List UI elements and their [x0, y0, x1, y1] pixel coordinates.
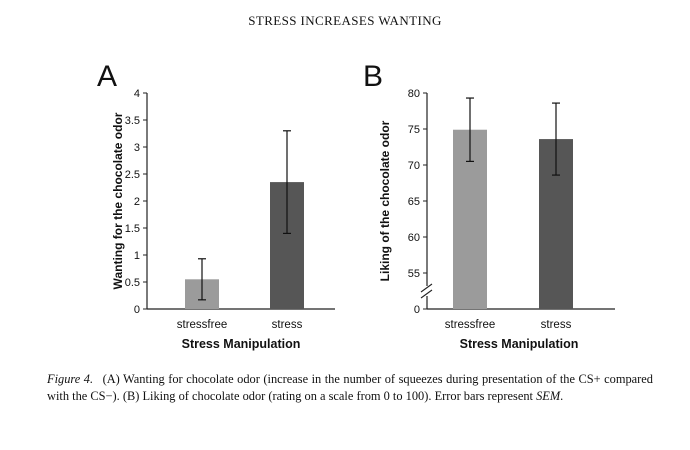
caption-end: .: [560, 388, 564, 403]
panel-b-y-axis-title: Liking of the chocolate odor: [378, 120, 392, 281]
panel-a-y-tick-label: 1.5: [125, 223, 140, 235]
running-title: STRESS INCREASES WANTING: [248, 13, 442, 28]
panel-b-x-axis-title: Stress Manipulation: [460, 337, 579, 351]
panel-a-y-axis-title: Wanting for the chocolate odor: [111, 112, 125, 289]
panel-a-category-label: stressfree: [177, 319, 228, 331]
panel-b-axis-break-mark: [420, 289, 433, 299]
panel-a-x-axis-title: Stress Manipulation: [182, 337, 301, 351]
caption-text: (A) Wanting for chocolate odor (increase…: [47, 372, 653, 403]
panel-b-axis-break-mark: [420, 283, 433, 293]
panel-a-y-tick-label: 3: [134, 142, 140, 154]
panel-b-category-label: stressfree: [445, 319, 496, 331]
figure-label: Figure 4.: [47, 372, 94, 386]
panel-b-y-tick-label: 55: [408, 268, 420, 280]
caption-sem: SEM: [536, 388, 561, 403]
panel-a-y-tick-label: 1: [134, 250, 140, 262]
panel-a-y-tick-label: 2: [134, 196, 140, 208]
panel-b-y-tick-label: 0: [414, 304, 420, 316]
panel-b-category-label: stress: [541, 319, 572, 331]
panel-a-label: A: [97, 60, 117, 93]
panel-b-y-tick-label: 75: [408, 124, 420, 136]
panel-b-label: B: [363, 60, 383, 93]
panel-a-y-tick-label: 3.5: [125, 115, 140, 127]
panel-b-y-tick-label: 70: [408, 160, 420, 172]
panel-a-category-label: stress: [272, 319, 303, 331]
figure-caption: Figure 4. (A) Wanting for chocolate odor…: [47, 371, 653, 404]
panel-a-y-tick-label: 0: [134, 304, 140, 316]
panel-b-y-tick-label: 65: [408, 196, 420, 208]
panel-a-y-tick-label: 0.5: [125, 277, 140, 289]
panel-b-y-tick-label: 60: [408, 232, 420, 244]
panel-a-y-tick-label: 4: [134, 88, 140, 100]
panel-b-y-tick-label: 80: [408, 88, 420, 100]
panel-a-y-tick-label: 2.5: [125, 169, 140, 181]
